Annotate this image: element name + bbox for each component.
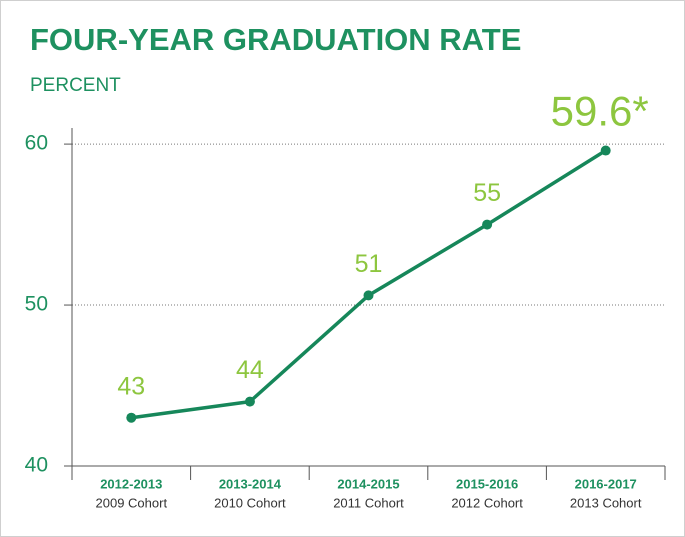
value-label: 51: [355, 250, 383, 278]
x-tick-label: 2012-2013: [100, 476, 162, 491]
x-tick-sublabel: 2013 Cohort: [570, 495, 642, 510]
x-tick-sublabel: 2011 Cohort: [333, 495, 404, 510]
y-tick-label: 60: [25, 132, 48, 155]
x-tick-sublabel: 2012 Cohort: [451, 495, 523, 510]
value-label: 44: [236, 356, 264, 384]
point: [482, 219, 493, 230]
y-tick-label: 40: [25, 454, 48, 477]
chart-title: FOUR-YEAR GRADUATION RATE: [30, 22, 521, 57]
value-label: 55: [473, 179, 501, 207]
x-tick-sublabel: 2009 Cohort: [96, 495, 168, 510]
x-tick-label: 2015-2016: [456, 476, 518, 491]
line: [131, 149, 607, 420]
x-tick-sublabel: 2010 Cohort: [214, 495, 286, 510]
value-label: 59.6*: [551, 88, 649, 135]
y-tick-label: 50: [25, 293, 48, 316]
point: [126, 412, 137, 423]
x-tick-label: 2014-2015: [337, 476, 399, 491]
point: [363, 290, 374, 301]
value-label: 43: [117, 372, 145, 400]
x-tick-label: 2013-2014: [219, 476, 282, 491]
point: [244, 396, 255, 407]
y-axis-label: PERCENT: [30, 75, 121, 96]
x-tick-label: 2016-2017: [575, 476, 637, 491]
point: [600, 145, 611, 156]
